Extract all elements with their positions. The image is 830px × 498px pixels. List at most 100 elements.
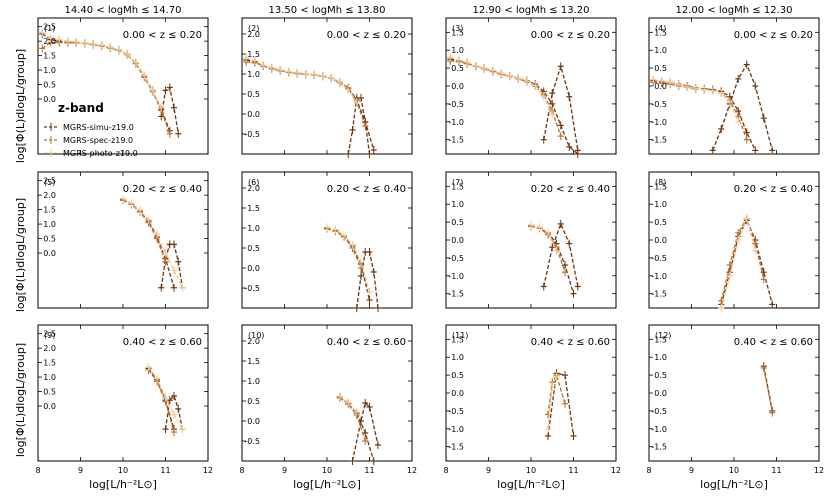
y-tick-label: -0.5 — [651, 100, 667, 109]
y-tick-label: -1.5 — [448, 443, 464, 452]
series-line-central — [547, 372, 575, 436]
y-tick-label: -1.5 — [651, 136, 667, 145]
y-tick-label: 0.5 — [654, 371, 667, 380]
column-title-2: 13.50 < logMh ≤ 13.80 — [269, 5, 386, 16]
series-line-all — [339, 397, 366, 442]
y-tick-label: 1.0 — [43, 373, 56, 382]
band-label: z-band — [58, 101, 104, 115]
redshift-label: 0.00 < z ≤ 0.20 — [734, 30, 813, 41]
series-line-central — [547, 373, 566, 415]
x-tick-label: 11 — [160, 466, 170, 475]
column-title-4: 12.00 < logMh ≤ 12.30 — [676, 5, 793, 16]
text-layer: log[Φ(L)dlogL/group] log[Φ(L)dlogL/group… — [14, 5, 824, 491]
y-tick-label: 1.5 — [247, 357, 260, 366]
series-line-all — [339, 395, 358, 413]
y-tick-label: 1.5 — [451, 182, 464, 191]
series-line-all — [530, 225, 575, 294]
y-tick-label: 2.0 — [247, 30, 260, 39]
redshift-label: 0.20 < z ≤ 0.40 — [123, 184, 202, 195]
panel-id-label: (5) — [44, 178, 55, 187]
y-tick-label: 0.5 — [247, 244, 260, 253]
y-tick-label: 2.0 — [247, 337, 260, 346]
x-tick-label: 10 — [322, 466, 332, 475]
y-tick-label: 1.5 — [247, 50, 260, 59]
x-tick-label: 10 — [526, 466, 536, 475]
y-tick-label: 0.5 — [43, 81, 56, 90]
y-tick-label: 1.0 — [451, 200, 464, 209]
y-tick-label: 0.5 — [654, 218, 667, 227]
y-tick-label: 1.0 — [654, 200, 667, 209]
y-tick-label: 2.0 — [247, 184, 260, 193]
panel-id-label: (7) — [452, 178, 463, 187]
x-tick-label: 11 — [364, 466, 374, 475]
panel-grid — [37, 17, 820, 462]
redshift-label: 0.40 < z ≤ 0.60 — [734, 337, 813, 348]
y-tick-label: 0.0 — [247, 110, 260, 119]
x-tick-label: 8 — [646, 466, 651, 475]
y-tick-label: -1.0 — [651, 272, 667, 281]
y-tick-label: 1.0 — [247, 224, 260, 233]
column-title-1: 14.40 < logMh ≤ 14.70 — [65, 5, 182, 16]
y-tick-label: -1.0 — [651, 425, 667, 434]
redshift-label: 0.40 < z ≤ 0.60 — [123, 337, 202, 348]
y-tick-label: -0.5 — [448, 254, 464, 263]
x-tick-label: 12 — [203, 466, 213, 475]
y-tick-label: 0.0 — [451, 236, 464, 245]
x-tick-label: 9 — [689, 466, 694, 475]
x-axis-label: log[L/h⁻²L⊙] — [497, 478, 565, 491]
y-tick-label: 1.5 — [654, 28, 667, 37]
column-title-3: 12.90 < logMh ≤ 13.20 — [473, 5, 590, 16]
series-line-all — [122, 198, 175, 288]
series-line-central — [347, 97, 371, 155]
panel-id-label: (6) — [248, 178, 259, 187]
y-tick-label: 1.0 — [654, 46, 667, 55]
series-line-all — [41, 41, 171, 134]
panel-id-label: (4) — [655, 24, 666, 33]
x-tick-label: 9 — [486, 466, 491, 475]
redshift-label: 0.00 < z ≤ 0.20 — [327, 30, 406, 41]
y-tick-label: -0.5 — [244, 437, 260, 446]
panel-id-label: (3) — [452, 24, 463, 33]
y-tick-label: 0.5 — [247, 397, 260, 406]
panel-id-label: (1) — [44, 24, 55, 33]
x-tick-label: 8 — [443, 466, 448, 475]
x-axis-label: log[L/h⁻²L⊙] — [700, 478, 768, 491]
y-tick-label: 2.5 — [43, 330, 56, 339]
redshift-label: 0.20 < z ≤ 0.40 — [327, 184, 406, 195]
redshift-label: 0.00 < z ≤ 0.20 — [531, 30, 610, 41]
series-line-all — [147, 366, 184, 430]
y-tick-label: 2.0 — [43, 191, 56, 200]
y-tick-label: 1.5 — [451, 335, 464, 344]
y-tick-label: 0.0 — [451, 389, 464, 398]
x-axis-label: log[L/h⁻²L⊙] — [293, 478, 361, 491]
redshift-label: 0.40 < z ≤ 0.60 — [327, 337, 406, 348]
x-tick-label: 8 — [239, 466, 244, 475]
x-tick-label: 9 — [282, 466, 287, 475]
row-ylabel-2: log[Φ(L)dlogL/group] — [14, 198, 27, 312]
y-tick-label: -0.5 — [244, 284, 260, 293]
y-tick-label: 1.5 — [654, 335, 667, 344]
redshift-label: 0.40 < z ≤ 0.60 — [531, 337, 610, 348]
y-tick-label: -1.5 — [651, 290, 667, 299]
x-tick-label: 10 — [118, 466, 128, 475]
series-line-all — [246, 59, 375, 151]
y-tick-label: 0.0 — [654, 82, 667, 91]
series-line-central — [351, 401, 379, 462]
y-tick-label: 0.5 — [43, 235, 56, 244]
y-tick-label: 0.0 — [43, 95, 56, 104]
x-tick-label: 12 — [407, 466, 417, 475]
series-line-all — [653, 81, 748, 140]
y-tick-label: 0.5 — [451, 371, 464, 380]
series-line-central — [356, 251, 379, 309]
y-tick-label: -1.0 — [448, 118, 464, 127]
y-tick-label: -1.5 — [448, 136, 464, 145]
row-ylabel-3: log[Φ(L)dlogL/group] — [14, 343, 27, 457]
series-line-central — [160, 243, 184, 288]
y-tick-label: -0.5 — [651, 407, 667, 416]
y-tick-label: -0.5 — [244, 130, 260, 139]
y-tick-label: -1.5 — [651, 443, 667, 452]
series-line-central — [712, 63, 773, 151]
redshift-label: 0.20 < z ≤ 0.40 — [531, 184, 610, 195]
y-tick-label: 2.5 — [43, 23, 56, 32]
row-ylabel-1: log[Φ(L)dlogL/group] — [14, 49, 27, 163]
